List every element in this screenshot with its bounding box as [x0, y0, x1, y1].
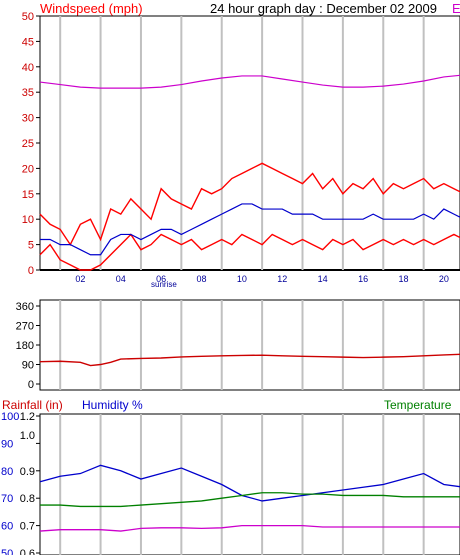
- y-tick-label: 25: [22, 138, 34, 150]
- y-tick-label: 40: [22, 62, 34, 74]
- windspeed-panel: 0 5 10 15 20 25 30 35 40 45 50 02 04 06 08 10 12 14 16 18 2…: [22, 11, 460, 289]
- x-tick-label: 12: [277, 274, 287, 284]
- y-tick-label: 90: [22, 360, 34, 372]
- graph-date-title: 24 hour graph day : December 02 2009: [210, 1, 437, 16]
- humidity-tick-label: 70: [1, 493, 13, 505]
- y-tick-label: 270: [16, 321, 34, 333]
- x-tick-label: 14: [318, 274, 328, 284]
- direction-plot-frame: [39, 299, 460, 391]
- wind-direction-panel: 0 90 180 270 360: [16, 299, 460, 391]
- windspeed-series-line-1: [39, 233, 460, 271]
- direction-series: [39, 353, 460, 367]
- humidity-tick-label: 60: [1, 521, 13, 533]
- x-tick-label: 10: [237, 274, 247, 284]
- windspeed-series-line-2: [40, 203, 460, 256]
- direction-y-ticks: 0 90 180 270 360: [16, 301, 40, 391]
- series-line-temperature: [40, 492, 460, 508]
- windspeed-series-line-0: [39, 162, 460, 246]
- humidity-grid: [59, 414, 425, 555]
- y-tick-label: 180: [16, 340, 34, 352]
- windspeed-grid: [59, 16, 425, 270]
- humidity-tick-label: 90: [1, 438, 13, 450]
- humidity-tick-label: 100: [1, 411, 19, 423]
- y-tick-label: 360: [16, 301, 34, 313]
- windspeed-series-line-3: [39, 74, 460, 89]
- direction-grid: [59, 300, 425, 390]
- windspeed-series: [39, 74, 460, 271]
- y-tick-label: 5: [28, 240, 34, 252]
- y-tick-label: 20: [22, 163, 34, 175]
- direction-series-line: [39, 353, 460, 367]
- humidity-y-ticks: 100 90 80 70 60 50 1.2 1.0 0.9 0.8 0.7 0.6: [1, 411, 40, 560]
- y-tick-label: 50: [22, 11, 34, 23]
- rainfall-tick-label: 1.2: [20, 411, 35, 423]
- humidity-temperature-panel: Rainfall (in) Humidity % Temperature 100…: [1, 398, 460, 560]
- rainfall-tick-label: 1.0: [20, 430, 35, 442]
- y-tick-label: 35: [22, 87, 34, 99]
- windspeed-x-ticks: 02 04 06 08 10 12 14 16 18 20: [75, 274, 448, 284]
- x-tick-label: 06: [156, 274, 166, 284]
- windspeed-title: Windspeed (mph): [40, 1, 143, 16]
- windspeed-y-ticks: 0 5 10 15 20 25 30 35 40 45 50: [22, 11, 40, 277]
- series-line-humidity-: [39, 464, 460, 502]
- y-tick-label: 0: [28, 265, 34, 277]
- x-tick-label: 02: [75, 274, 85, 284]
- rainfall-tick-label: 0.8: [20, 493, 35, 505]
- humidity-plot-frame: [39, 413, 460, 556]
- legend-humidity: Humidity %: [82, 398, 143, 412]
- y-tick-label: 30: [22, 113, 34, 125]
- y-tick-label: 0: [28, 379, 34, 391]
- x-tick-label: 16: [358, 274, 368, 284]
- rainfall-tick-label: 0.9: [20, 466, 35, 478]
- rainfall-tick-label: 0.6: [20, 548, 35, 555]
- legend-temperature: Temperature: [384, 398, 452, 412]
- sunrise-annotation: sunrise: [151, 280, 177, 289]
- rainfall-tick-label: 0.7: [20, 521, 35, 533]
- x-tick-label: 18: [398, 274, 408, 284]
- humidity-series: [39, 464, 460, 532]
- y-tick-label: 45: [22, 36, 34, 48]
- y-tick-label: 15: [22, 189, 34, 201]
- series-line-rainfall-in-: [39, 524, 460, 532]
- x-tick-label: 08: [197, 274, 207, 284]
- x-tick-label: 04: [116, 274, 126, 284]
- humidity-tick-label: 80: [1, 466, 13, 478]
- header-right-glyph: E: [452, 1, 460, 16]
- legend-rainfall: Rainfall (in): [2, 398, 63, 412]
- x-tick-label: 20: [439, 274, 449, 284]
- humidity-tick-label: 50: [1, 548, 13, 555]
- y-tick-label: 10: [22, 214, 34, 226]
